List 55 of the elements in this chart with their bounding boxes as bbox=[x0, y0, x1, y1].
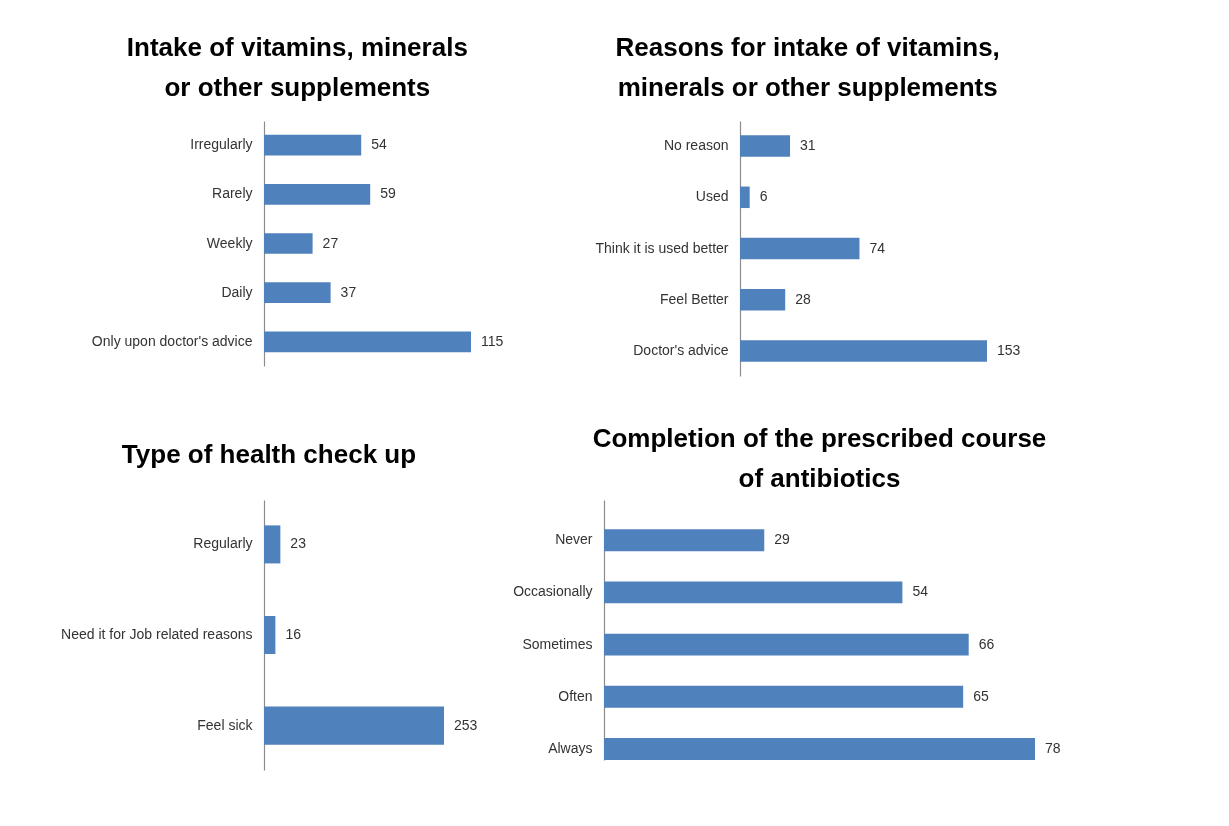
y-tick-label: Irregularly bbox=[190, 136, 253, 153]
data-label: 59 bbox=[380, 185, 396, 202]
bar bbox=[264, 134, 362, 156]
y-tick-label: No reason bbox=[663, 137, 729, 154]
bar bbox=[264, 282, 331, 304]
y-tick-label: Only upon doctor's advice bbox=[91, 332, 253, 349]
bar bbox=[740, 288, 786, 311]
data-label: 6 bbox=[759, 188, 768, 205]
data-label: 54 bbox=[371, 136, 387, 153]
bar bbox=[604, 581, 903, 604]
bar bbox=[740, 340, 987, 362]
data-label: 16 bbox=[285, 626, 302, 642]
bar bbox=[740, 135, 791, 157]
bar bbox=[604, 633, 969, 656]
data-label: 31 bbox=[800, 137, 816, 154]
y-tick-label: Daily bbox=[221, 283, 253, 300]
data-label: 66 bbox=[978, 635, 995, 652]
y-tick-label: Regularly bbox=[193, 535, 253, 552]
chart-title: Completion of the prescribed course of antibiotics bbox=[592, 423, 1047, 493]
data-label: 23 bbox=[290, 535, 307, 552]
data-label: 115 bbox=[481, 332, 504, 349]
y-tick-label: Used bbox=[695, 188, 729, 205]
bar bbox=[604, 685, 964, 708]
data-label: 253 bbox=[454, 716, 478, 733]
data-label: 28 bbox=[795, 290, 811, 307]
data-label: 37 bbox=[340, 283, 357, 300]
y-tick-label: Rarely bbox=[212, 185, 253, 202]
bar bbox=[264, 183, 371, 205]
y-tick-label: Always bbox=[548, 740, 593, 757]
y-tick-label: Doctor's advice bbox=[633, 341, 729, 358]
data-label: 153 bbox=[997, 341, 1021, 358]
data-label: 78 bbox=[1045, 740, 1061, 757]
data-label: 29 bbox=[774, 531, 791, 548]
data-label: 27 bbox=[322, 234, 339, 251]
y-tick-label: Occasionally bbox=[513, 583, 593, 600]
y-tick-label: Feel sick bbox=[197, 716, 254, 733]
bar bbox=[604, 529, 765, 552]
y-tick-label: Feel Better bbox=[660, 290, 729, 307]
y-tick-label: Often bbox=[558, 687, 593, 704]
y-tick-label: Sometimes bbox=[522, 635, 593, 652]
y-tick-label: Weekly bbox=[206, 234, 253, 251]
chart-title: Intake of vitamins, minerals or other supplements bbox=[126, 32, 468, 102]
bar bbox=[264, 233, 313, 254]
y-tick-label: Never bbox=[555, 531, 593, 548]
bar bbox=[740, 237, 860, 260]
chart-title: Reasons for intake of vitamins, minerals or other supplements bbox=[615, 32, 1000, 102]
chart-title: Type of health check up bbox=[121, 439, 417, 469]
y-tick-label: Think it is used better bbox=[595, 239, 729, 256]
bar bbox=[604, 738, 1035, 760]
bar bbox=[740, 186, 750, 209]
data-label: 74 bbox=[869, 239, 886, 256]
data-label: 54 bbox=[912, 583, 929, 600]
data-label: 65 bbox=[973, 687, 989, 704]
y-tick-label: Need it for Job related reasons bbox=[61, 626, 253, 642]
bar bbox=[264, 331, 471, 353]
